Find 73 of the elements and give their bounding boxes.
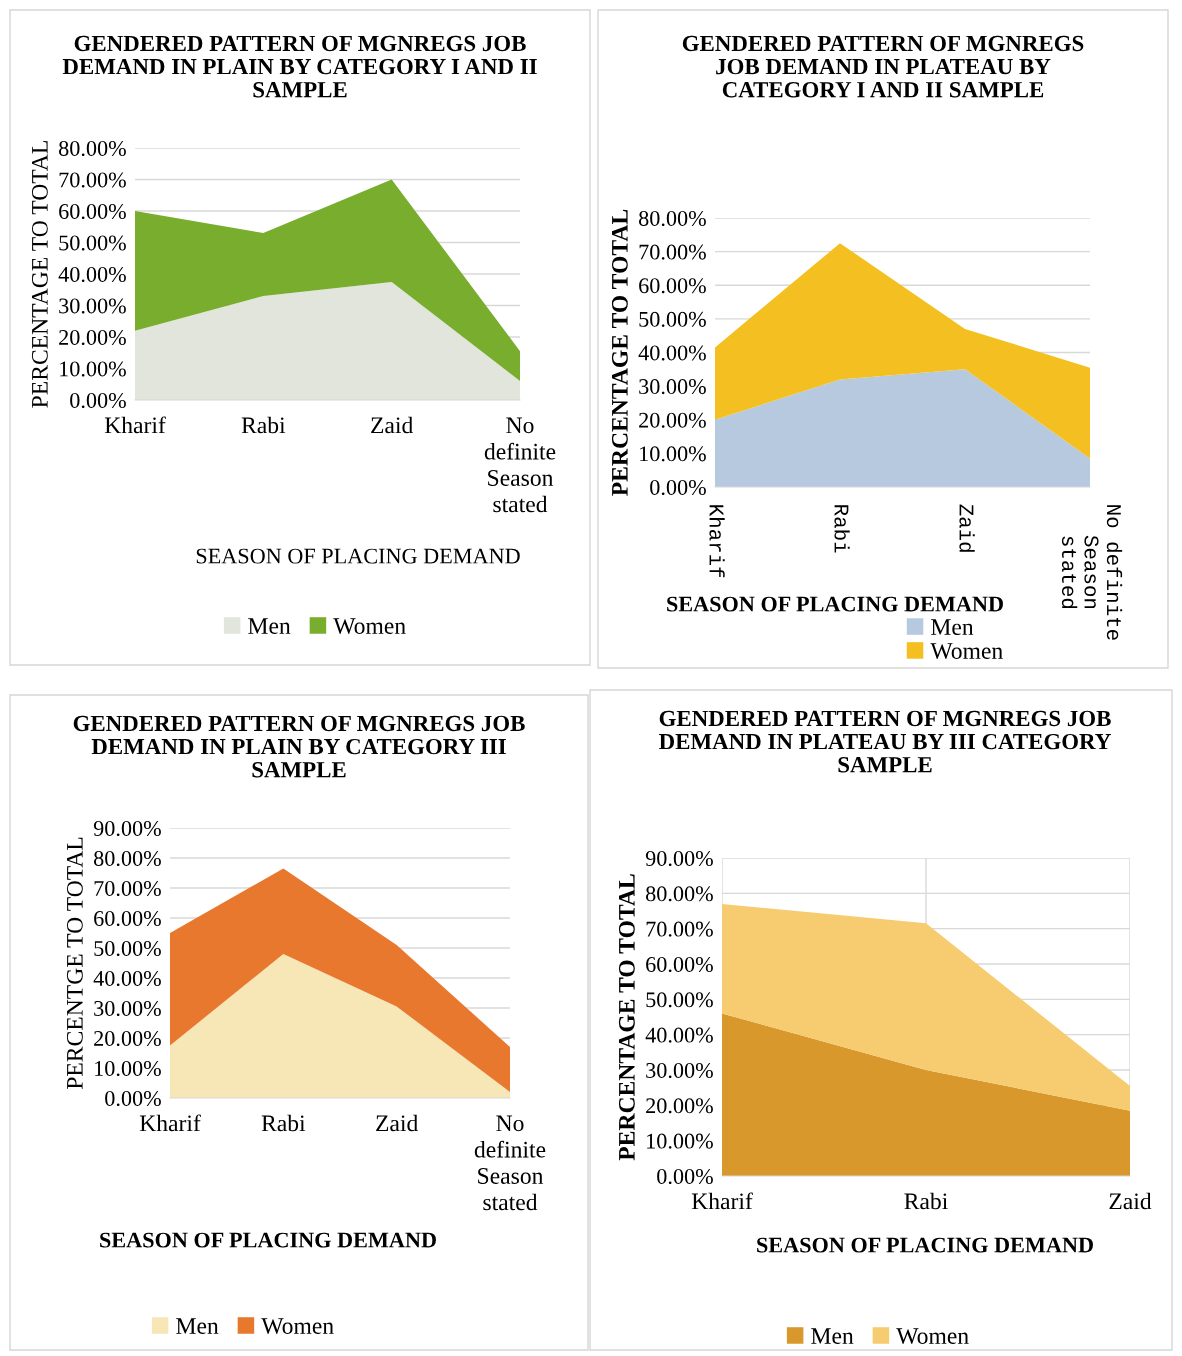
x-tick-label: Zaid: [1109, 1192, 1152, 1210]
y-axis-title: PERCENTGE TO TOTAL: [66, 837, 83, 1090]
chart-title: GENDERED PATTERN OF MGNREGS JOB DEMAND IN PLATEAU BY III CATEGORY SAMPLE: [659, 710, 1111, 773]
y-tick-label: 60.00%: [59, 203, 126, 220]
x-tick-label: Kharif: [709, 505, 725, 578]
x-tick-label: Kharif: [691, 1192, 753, 1210]
legend-label: Women: [930, 643, 1003, 660]
y-axis-title: PERCENTAGE TO TOTAL: [31, 141, 48, 408]
x-tick-label: No definite Season stated: [484, 417, 556, 513]
legend-label: Women: [261, 1318, 334, 1335]
legend-label: Men: [931, 619, 974, 636]
y-tick-label: 70.00%: [646, 921, 713, 937]
chart-title: GENDERED PATTERN OF MGNREGS JOB DEMAND IN PLAIN BY CATEGORY III SAMPLE: [73, 715, 525, 778]
y-tick-label: 30.00%: [59, 298, 126, 314]
y-tick-label: 20.00%: [94, 1030, 161, 1047]
y-tick-label: 20.00%: [639, 412, 706, 428]
y-tick-label: 0.00%: [70, 392, 126, 409]
legend-label: Women: [333, 618, 406, 635]
y-tick-label: 50.00%: [639, 311, 706, 327]
y-tick-label: 0.00%: [105, 1090, 161, 1107]
legend-label: Men: [248, 618, 291, 634]
y-tick-label: 30.00%: [646, 1062, 713, 1079]
y-tick-label: 30.00%: [94, 1000, 161, 1017]
y-tick-label: 0.00%: [650, 479, 706, 496]
x-tick-label: No definite Season stated: [1061, 505, 1123, 640]
x-axis-title: SEASON OF PLACING DEMAND: [100, 1232, 436, 1248]
y-tick-label: 60.00%: [94, 910, 161, 927]
y-axis-title: PERCENTAGE TO TOTAL: [611, 209, 628, 496]
x-tick-label: Zaid: [959, 504, 975, 552]
y-tick-label: 90.00%: [93, 820, 161, 837]
x-axis-title: SEASON OF PLACING DEMAND: [196, 548, 520, 564]
x-tick-label: Rabi: [834, 505, 850, 553]
y-tick-label: 70.00%: [94, 880, 161, 897]
y-tick-label: 30.00%: [639, 379, 706, 395]
y-tick-label: 80.00%: [639, 210, 706, 227]
y-axis-title: PERCENTAGE TO TOTAL: [618, 874, 635, 1161]
x-tick-label: Rabi: [904, 1192, 948, 1210]
y-tick-label: 80.00%: [59, 140, 126, 157]
y-tick-label: 70.00%: [59, 172, 126, 188]
x-tick-label: No definite Season stated: [474, 1115, 546, 1211]
y-tick-label: 10.00%: [60, 361, 126, 377]
legend-label: Women: [896, 1328, 969, 1345]
y-tick-label: 0.00%: [657, 1168, 713, 1185]
y-tick-label: 80.00%: [94, 850, 161, 867]
x-axis-title: SEASON OF PLACING DEMAND: [757, 1237, 1093, 1253]
y-tick-label: 50.00%: [646, 992, 713, 1008]
chart-title: GENDERED PATTERN OF MGNREGS JOB DEMAND IN PLATEAU BY CATEGORY I AND II SAMPLE: [682, 35, 1084, 98]
x-tick-label: Zaid: [376, 1114, 419, 1132]
x-tick-label: Kharif: [139, 1114, 201, 1132]
y-tick-label: 10.00%: [95, 1060, 161, 1077]
y-tick-label: 40.00%: [638, 345, 706, 361]
y-tick-label: 40.00%: [645, 1027, 713, 1043]
x-tick-label: Zaid: [371, 416, 414, 434]
y-tick-label: 40.00%: [58, 266, 126, 283]
y-tick-label: 60.00%: [639, 278, 706, 294]
x-tick-label: Kharif: [104, 416, 166, 434]
legend-label: Men: [811, 1328, 854, 1344]
legend-label: Men: [176, 1318, 219, 1334]
y-tick-label: 80.00%: [646, 886, 713, 902]
y-tick-label: 60.00%: [646, 956, 713, 973]
y-tick-label: 20.00%: [646, 1098, 713, 1114]
y-tick-label: 70.00%: [639, 244, 706, 260]
y-tick-label: 40.00%: [93, 970, 161, 987]
chart-title: GENDERED PATTERN OF MGNREGS JOB DEMAND IN PLAIN BY CATEGORY I AND II SAMPLE: [62, 35, 537, 98]
y-tick-label: 20.00%: [59, 329, 126, 346]
y-tick-label: 50.00%: [94, 940, 161, 957]
y-tick-label: 10.00%: [640, 446, 706, 462]
y-tick-label: 50.00%: [59, 235, 126, 251]
x-tick-label: Rabi: [241, 416, 286, 434]
x-tick-label: Rabi: [261, 1114, 306, 1132]
y-tick-label: 90.00%: [645, 850, 713, 867]
y-tick-label: 10.00%: [647, 1133, 713, 1149]
x-axis-title: SEASON OF PLACING DEMAND: [667, 596, 1003, 612]
